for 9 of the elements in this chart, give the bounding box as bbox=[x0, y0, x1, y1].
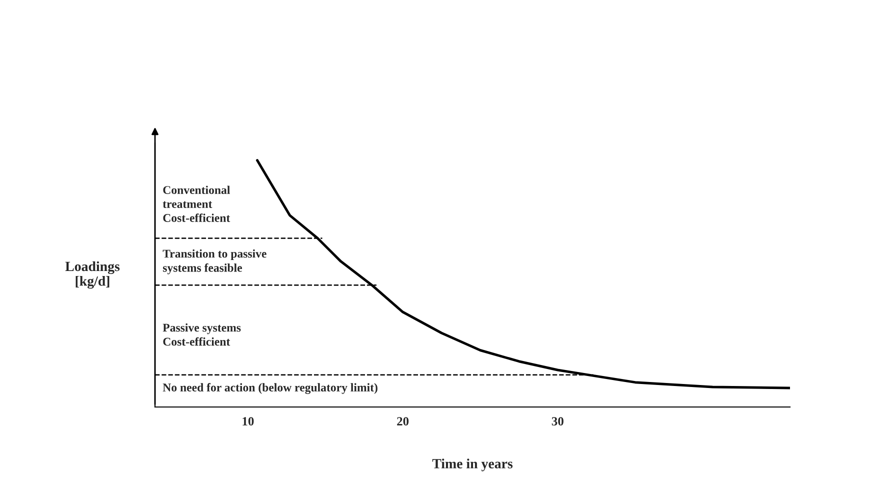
annotation: Transition to passive systems feasible bbox=[162, 249, 266, 274]
y-axis-title: Loadings [kg/d] bbox=[65, 261, 120, 289]
annotation: Conventional treatment Cost-efficient bbox=[162, 186, 230, 222]
x-tick-label: 30 bbox=[552, 417, 564, 426]
x-tick-label: 20 bbox=[397, 417, 409, 426]
annotation: No need for action (below regulatory limit) bbox=[162, 383, 378, 394]
x-axis-title: Time in years bbox=[432, 458, 513, 472]
annotation: Passive systems Cost-efficient bbox=[162, 323, 241, 346]
x-tick-label: 10 bbox=[242, 417, 254, 426]
